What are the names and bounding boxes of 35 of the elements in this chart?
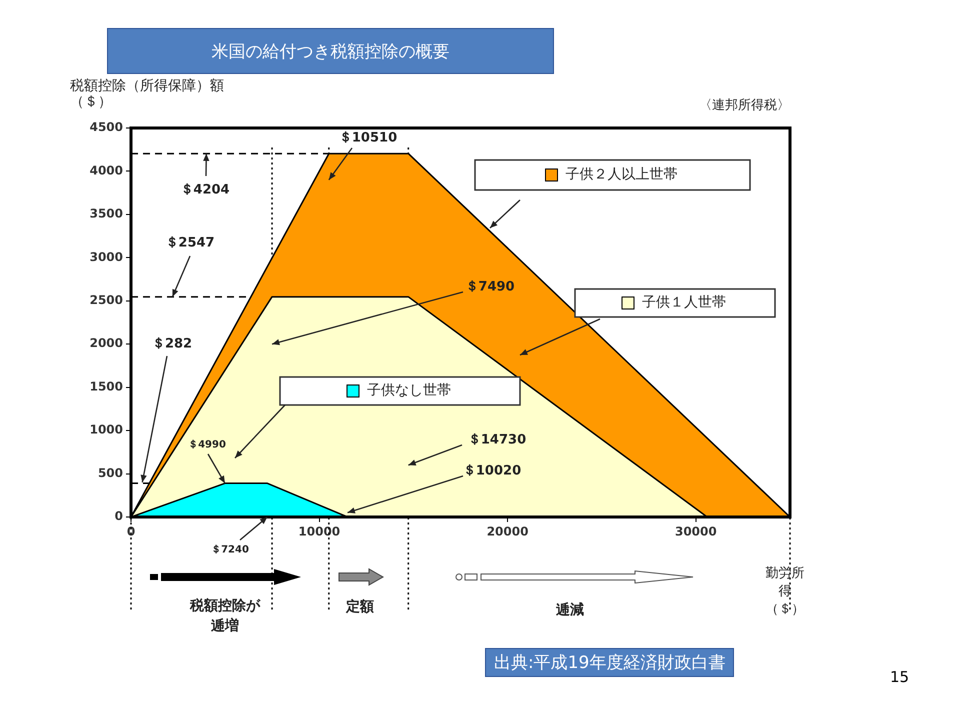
text: 逓減 [555,601,585,620]
annotation: ＄282 [152,336,192,352]
source-note: 出典:平成19年度経済財政白書 [485,648,734,677]
legend-label: 子供なし世帯 [367,382,451,399]
annotation: ＄7240 [211,544,249,556]
y-tick-label: 3000 [90,250,123,264]
y-tick-label: 2500 [90,293,123,308]
y-tick-label: 500 [98,466,123,480]
y-tick-label: 4000 [90,163,123,178]
text: 15 [890,668,910,686]
annotation: ＄4204 [180,182,230,198]
annotation: ＄10020 [462,463,522,478]
legend-label: 子供２人以上世帯 [566,166,678,183]
y-tick-label: 3500 [90,206,123,221]
x-tick-label: 30000 [674,524,717,538]
annotation: ＄7490 [465,279,515,294]
annotation: ＄10510 [338,130,398,146]
annotation: ＄4990 [188,440,226,451]
y-tick-label: 1500 [90,379,123,394]
text: 税額控除が逓増 [188,597,262,636]
legend-label: 子供１人世帯 [642,294,726,311]
y-tick-label: 2000 [90,336,123,350]
y-axis-title: 税額控除（所得保障）額（＄） [70,78,225,110]
y-tick-label: 1000 [90,422,123,437]
x-tick-label: 0 [126,524,136,538]
y-tick-label: 4500 [90,120,123,134]
y-tick-label: 0 [114,509,123,524]
x-axis-title: 勤労所得（＄） [764,565,806,619]
chart-title: 米国の給付つき税額控除の概要 [107,28,554,74]
annotation: ＄14730 [468,432,526,448]
x-tick-label: 10000 [298,524,340,538]
x-tick-label: 20000 [486,524,528,538]
text: 定額 [344,598,375,617]
annotation: ＄2547 [165,235,215,250]
chart-subtitle: 〈連邦所得税〉 [698,97,790,114]
